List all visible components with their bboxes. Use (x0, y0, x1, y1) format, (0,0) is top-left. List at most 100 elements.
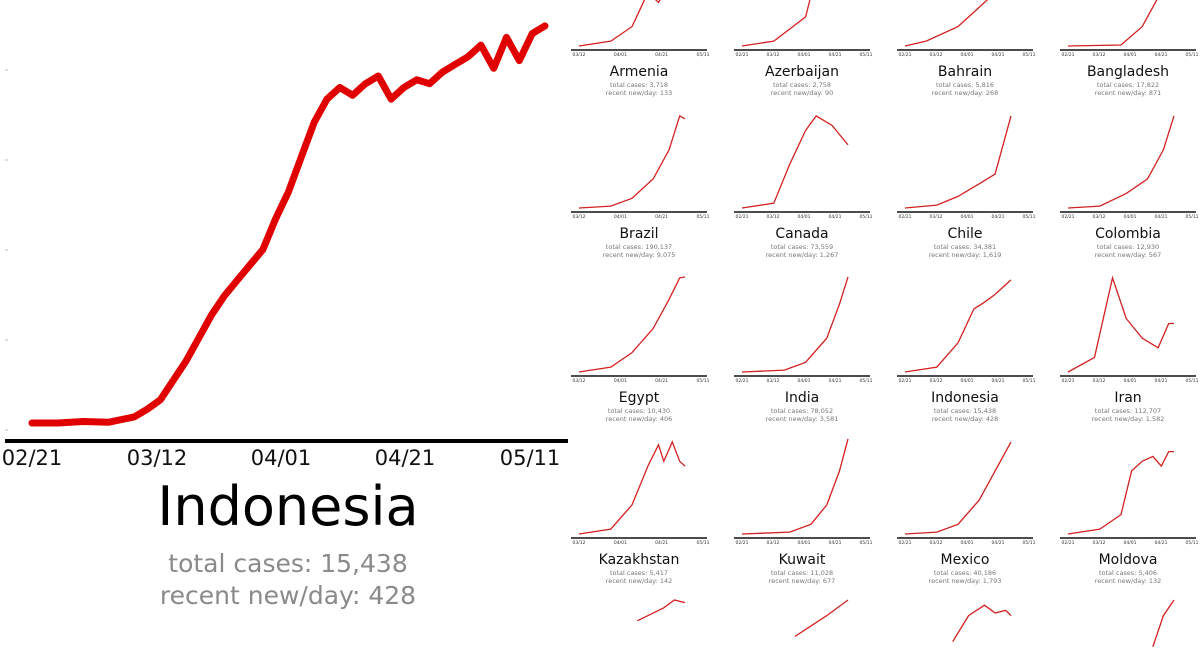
country-recent-new-per-day: recent new/day: 268 (932, 89, 999, 97)
country-x-tick-label: 04/01 (614, 540, 627, 546)
country-x-tick-label: 04/21 (1155, 214, 1168, 220)
country-x-tick-label: 04/21 (829, 214, 842, 220)
country-name: Mexico (941, 552, 990, 568)
country-name: Colombia (1095, 226, 1161, 242)
country-recent-new-per-day: recent new/day: 567 (1095, 251, 1162, 259)
country-x-tick-label: 04/21 (655, 52, 668, 58)
country-series-line (1067, 115, 1175, 209)
country-x-tick-label: 04/01 (798, 52, 811, 58)
country-total-cases: total cases: 73,559 (771, 243, 833, 251)
country-total-cases: total cases: 15,438 (934, 407, 996, 415)
featured-country-title: Indonesia (157, 475, 418, 538)
country-recent-new-per-day: recent new/day: 9,075 (603, 251, 676, 259)
country-total-cases: total cases: 11,028 (771, 569, 833, 577)
country-x-tick-label: 03/12 (573, 378, 586, 384)
country-x-tick-label: 04/01 (798, 540, 811, 546)
country-name: Canada (775, 226, 828, 242)
country-x-tick-label: 02/21 (1062, 378, 1075, 384)
country-total-cases: total cases: 190,137 (606, 243, 672, 251)
country-x-tick-label: 03/12 (573, 540, 586, 546)
country-x-tick-label: 02/21 (736, 378, 749, 384)
country-recent-new-per-day: recent new/day: 3,581 (766, 415, 839, 423)
country-x-tick-label: 04/21 (992, 214, 1005, 220)
featured-series-line (28, 22, 549, 427)
country-name: Bangladesh (1087, 64, 1169, 80)
country-x-tick-label: 04/01 (798, 214, 811, 220)
country-series-line (637, 599, 686, 622)
country-x-tick-label: 05/11 (860, 378, 873, 384)
country-recent-new-per-day: recent new/day: 677 (769, 577, 836, 585)
country-x-tick-label: 03/12 (573, 214, 586, 220)
country-x-tick-label: 03/12 (930, 52, 943, 58)
country-total-cases: total cases: 10,430 (608, 407, 670, 415)
country-x-tick-label: 04/01 (961, 540, 974, 546)
country-x-tick-label: 05/11 (697, 52, 710, 58)
country-name: Brazil (619, 226, 658, 242)
country-x-tick-label: 03/12 (767, 214, 780, 220)
country-series-line (578, 114, 686, 209)
country-x-tick-label: 02/21 (1062, 540, 1075, 546)
country-x-tick-label: 04/21 (829, 378, 842, 384)
country-x-tick-label: 04/01 (798, 378, 811, 384)
x-tick-label: 02/21 (2, 446, 63, 470)
country-series-line (904, 441, 1012, 535)
country-x-tick-label: 02/21 (899, 378, 912, 384)
country-x-tick-label: 03/12 (1093, 540, 1106, 546)
country-series-line (904, 0, 989, 47)
country-x-tick-label: 02/21 (899, 52, 912, 58)
country-x-tick-label: 05/11 (1023, 52, 1036, 58)
y-axis-ticks (5, 69, 8, 431)
country-total-cases: total cases: 5,406 (1099, 569, 1157, 577)
country-total-cases: total cases: 112,707 (1095, 407, 1161, 415)
country-x-tick-label: 02/21 (899, 540, 912, 546)
country-recent-new-per-day: recent new/day: 428 (932, 415, 999, 423)
country-series-line (1067, 0, 1158, 47)
country-x-tick-label: 03/12 (930, 378, 943, 384)
country-x-tick-label: 05/11 (697, 378, 710, 384)
country-x-tick-label: 05/11 (1023, 540, 1036, 546)
country-x-tick-label: 03/12 (767, 52, 780, 58)
country-total-cases: total cases: 3,718 (610, 81, 668, 89)
country-x-tick-label: 04/01 (961, 52, 974, 58)
country-recent-new-per-day: recent new/day: 133 (606, 89, 673, 97)
country-x-tick-label: 05/11 (1186, 52, 1199, 58)
country-x-tick-label: 03/12 (1093, 378, 1106, 384)
country-x-tick-label: 03/12 (767, 540, 780, 546)
country-x-tick-label: 04/01 (614, 378, 627, 384)
country-name: Kuwait (779, 552, 826, 568)
country-x-tick-label: 03/12 (573, 52, 586, 58)
country-total-cases: total cases: 5,816 (936, 81, 994, 89)
country-x-tick-label: 04/21 (655, 214, 668, 220)
featured-recent-new-per-day: recent new/day: 428 (160, 581, 416, 610)
country-x-tick-label: 04/21 (655, 378, 668, 384)
country-x-tick-label: 04/01 (614, 52, 627, 58)
country-x-tick-label: 04/01 (961, 378, 974, 384)
country-recent-new-per-day: recent new/day: 142 (606, 577, 673, 585)
country-total-cases: total cases: 34,381 (934, 243, 996, 251)
country-total-cases: total cases: 78,052 (771, 407, 833, 415)
country-name: Azerbaijan (765, 64, 839, 80)
country-x-tick-label: 03/12 (1093, 52, 1106, 58)
country-total-cases: total cases: 12,930 (1097, 243, 1159, 251)
country-x-tick-label: 02/21 (736, 214, 749, 220)
country-x-tick-label: 05/11 (1186, 214, 1199, 220)
country-recent-new-per-day: recent new/day: 90 (771, 89, 833, 97)
country-recent-new-per-day: recent new/day: 132 (1095, 577, 1162, 585)
country-x-tick-label: 05/11 (860, 214, 873, 220)
country-series-line (904, 279, 1012, 373)
country-name: Kazakhstan (599, 552, 680, 568)
x-tick-label: 05/11 (500, 446, 561, 470)
country-name: Iran (1114, 390, 1141, 406)
country-x-tick-label: 04/01 (614, 214, 627, 220)
